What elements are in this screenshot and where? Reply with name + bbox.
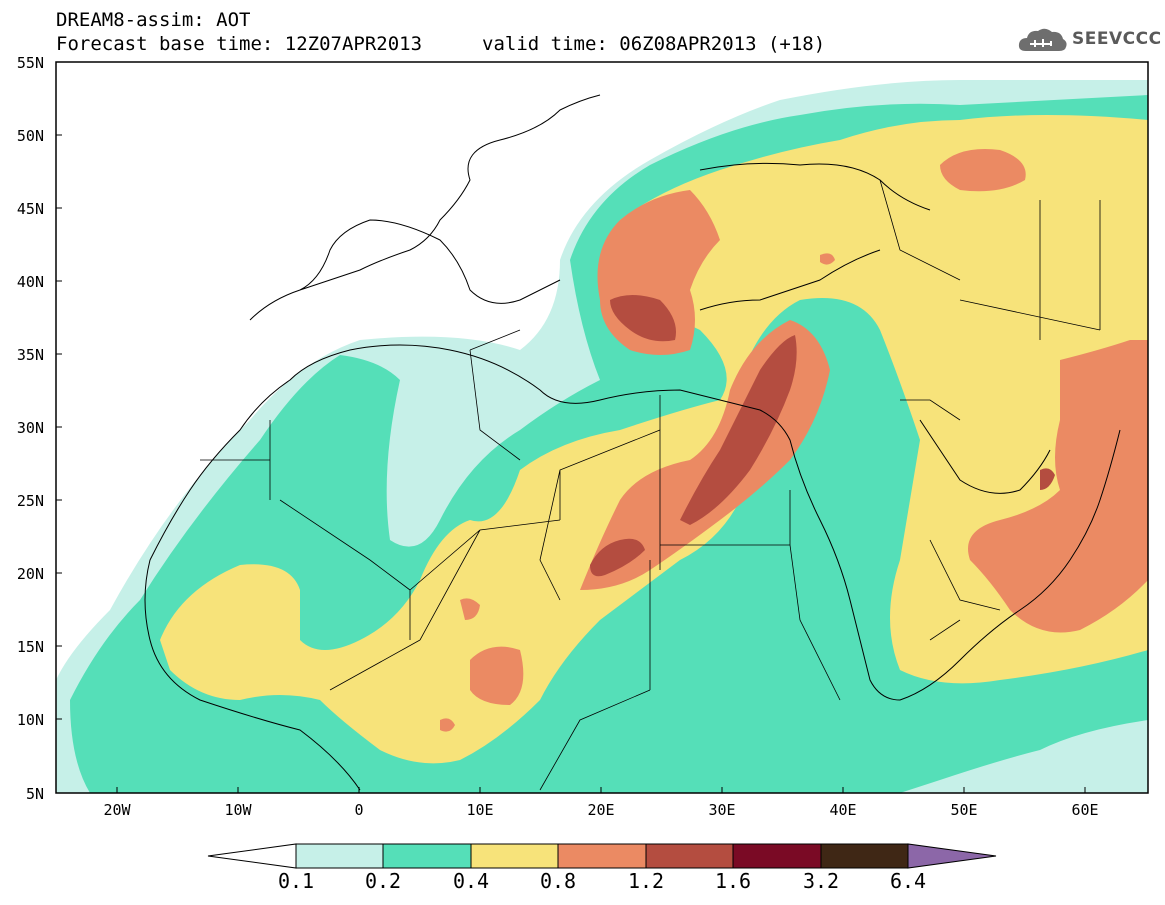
lat-label: 55N	[16, 54, 44, 72]
lat-label: 25N	[16, 492, 44, 510]
lat-label: 50N	[16, 127, 44, 145]
legend-swatch	[557, 843, 647, 869]
legend-level-label: 1.2	[627, 869, 665, 893]
coastline	[144, 94, 1121, 791]
legend-level-label: 0.2	[364, 869, 402, 893]
lon-label: 10W	[224, 801, 252, 819]
legend-level-label: 0.1	[277, 869, 315, 893]
lat-label: 15N	[16, 638, 44, 656]
legend-level-label: 0.4	[452, 869, 490, 893]
valid-time: valid time: 06Z08APR2013 (+18)	[482, 33, 826, 55]
legend-swatch	[382, 843, 472, 869]
lat-label: 40N	[16, 273, 44, 291]
cloud-icon	[1018, 28, 1067, 51]
lat-label: 20N	[16, 565, 44, 583]
legend-swatch	[295, 843, 384, 869]
legend-swatch	[820, 843, 909, 869]
lon-label: 50E	[950, 801, 978, 819]
map-title: DREAM8-assim: AOT	[56, 9, 251, 31]
axis-ticks	[56, 61, 1086, 794]
legend-swatch	[470, 843, 559, 869]
legend-swatch	[732, 843, 822, 869]
lat-label: 35N	[16, 346, 44, 364]
lon-label: 60E	[1071, 801, 1099, 819]
legend-arrow-low	[207, 843, 297, 869]
legend-level-label: 6.4	[889, 869, 927, 893]
aot-level-0.8	[440, 149, 1148, 732]
lon-label: 10E	[466, 801, 494, 819]
lon-label: 20W	[103, 801, 131, 819]
legend-arrow-high	[907, 843, 997, 869]
aot-contours	[56, 62, 1148, 793]
seevccc-logo: SEEVCCC	[1018, 25, 1161, 55]
logo-text: SEEVCCC	[1072, 29, 1162, 49]
country-borders	[200, 179, 1101, 791]
lon-label: 30E	[708, 801, 736, 819]
lat-label: 10N	[16, 711, 44, 729]
legend-level-label: 3.2	[802, 869, 840, 893]
aot-level-0.4	[160, 115, 1148, 764]
legend-level-label: 0.8	[539, 869, 577, 893]
lat-label: 30N	[16, 419, 44, 437]
legend-swatch	[645, 843, 734, 869]
forecast-base-time: Forecast base time: 12Z07APR2013	[56, 33, 423, 55]
legend-level-label: 1.6	[714, 869, 752, 893]
lat-label: 5N	[25, 785, 44, 803]
lon-label: 0	[354, 801, 364, 819]
lat-label: 45N	[16, 200, 44, 218]
aot-level-1.2	[590, 295, 1055, 577]
lon-label: 20E	[587, 801, 615, 819]
lon-label: 40E	[829, 801, 857, 819]
